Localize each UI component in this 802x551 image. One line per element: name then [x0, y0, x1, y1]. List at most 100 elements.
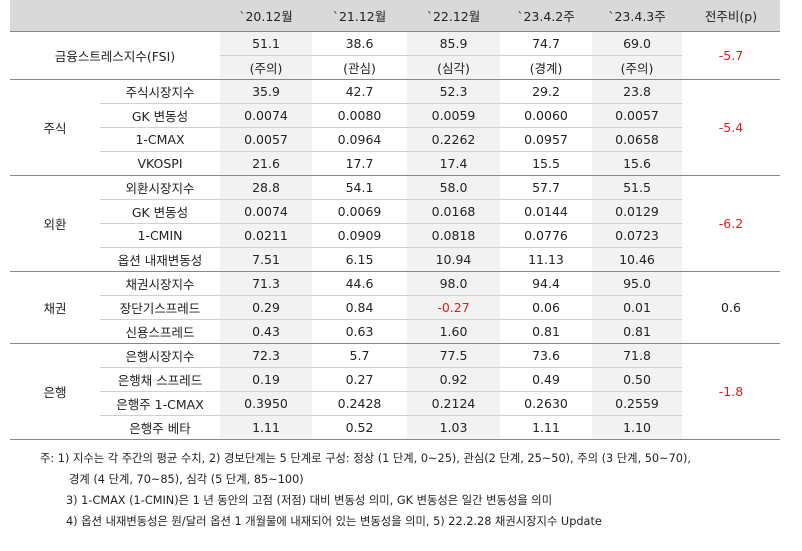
table-row: VKOSPI 21.6 17.7 17.4 15.5 15.6	[10, 151, 780, 176]
table-value: 5.7	[312, 343, 407, 368]
table-value: 0.81	[500, 319, 592, 344]
table-row: 외환 외환시장지수 28.8 54.1 58.0 57.7 51.5 -6.2	[10, 175, 780, 272]
group-name: 은행	[10, 343, 100, 440]
table-value: 77.5	[407, 343, 500, 368]
table-value: 0.84	[312, 295, 407, 320]
table-value: 11.13	[500, 247, 592, 272]
table-value: -0.27	[407, 295, 500, 320]
header-blank	[10, 0, 220, 32]
row-label: VKOSPI	[100, 151, 220, 176]
table-value: 0.0074	[220, 103, 312, 128]
table-value: 57.7	[500, 175, 592, 200]
note-line: 4) 옵션 내재변동성은 원/달러 옵션 1 개월물에 내재되어 있는 변동성을…	[66, 515, 602, 528]
row-label: 외환시장지수	[100, 175, 220, 200]
table-value: 0.29	[220, 295, 312, 320]
change-value: 0.6	[682, 271, 780, 344]
table-value: 98.0	[407, 271, 500, 296]
table-value: 0.0074	[220, 199, 312, 224]
column-header: `22.12월	[407, 0, 500, 32]
row-label: 옵션 내재변동성	[100, 247, 220, 272]
table-value: 51.5	[592, 175, 682, 200]
table-value: 23.8	[592, 79, 682, 104]
table-value: 0.92	[407, 367, 500, 392]
row-label: 1-CMAX	[100, 127, 220, 152]
table-value: 0.2630	[500, 391, 592, 416]
change-value: -6.2	[682, 175, 780, 272]
row-label: 은행주 1-CMAX	[100, 391, 220, 416]
table-row: (주의) (관심) (심각) (경계) (주의)	[10, 55, 780, 80]
table-value: 0.0957	[500, 127, 592, 152]
table-value: 35.9	[220, 79, 312, 104]
table-value: 0.0658	[592, 127, 682, 152]
table-value: 0.19	[220, 367, 312, 392]
group-name: 주식	[10, 79, 100, 176]
fsi-table: `20.12월 `21.12월 `22.12월 `23.4.2주 `23.4.3주 전주비…	[10, 0, 780, 440]
fsi-level: (주의)	[592, 55, 682, 80]
table-row: 은행채 스프레드 0.19 0.27 0.92 0.49 0.50	[10, 367, 780, 392]
table-value: 42.7	[312, 79, 407, 104]
table-row: 1-CMAX 0.0057 0.0964 0.2262 0.0957 0.0658	[10, 127, 780, 152]
table-value: 6.15	[312, 247, 407, 272]
fsi-level: (관심)	[312, 55, 407, 80]
table-value: 0.27	[312, 367, 407, 392]
table-value: 28.8	[220, 175, 312, 200]
table-row: 은행주 1-CMAX 0.3950 0.2428 0.2124 0.2630 0.2559	[10, 391, 780, 416]
column-header: `20.12월	[220, 0, 312, 32]
note-line: 경계 (4 단계, 70~85), 심각 (5 단계, 85~100)	[69, 473, 304, 486]
table-value: 44.6	[312, 271, 407, 296]
table-value: 15.5	[500, 151, 592, 176]
table-value: 0.3950	[220, 391, 312, 416]
table-value: 1.03	[407, 415, 500, 440]
table-value: 0.0776	[500, 223, 592, 248]
table-value: 71.8	[592, 343, 682, 368]
table-row: 옵션 내재변동성 7.51 6.15 10.94 11.13 10.46	[10, 247, 780, 272]
table-body: `20.12월 `21.12월 `22.12월 `23.4.2주 `23.4.3주 전주비…	[10, 0, 780, 440]
table-value: 0.2124	[407, 391, 500, 416]
table-value: 17.4	[407, 151, 500, 176]
table-row: 은행주 베타 1.11 0.52 1.03 1.11 1.10	[10, 415, 780, 440]
table-value: 0.0069	[312, 199, 407, 224]
fsi-value: 74.7	[500, 31, 592, 56]
table-value: 0.0080	[312, 103, 407, 128]
table-value: 0.50	[592, 367, 682, 392]
table-value: 0.01	[592, 295, 682, 320]
table-row: 1-CMIN 0.0211 0.0909 0.0818 0.0776 0.0723	[10, 223, 780, 248]
table-value: 7.51	[220, 247, 312, 272]
table-row: 은행 은행시장지수 72.3 5.7 77.5 73.6 71.8 -1.8	[10, 343, 780, 440]
fsi-level: (심각)	[407, 55, 500, 80]
table-value: 0.52	[312, 415, 407, 440]
change-value: -1.8	[682, 343, 780, 440]
table-value: 0.63	[312, 319, 407, 344]
table-value: 10.46	[592, 247, 682, 272]
table-value: 0.0818	[407, 223, 500, 248]
table-value: 52.3	[407, 79, 500, 104]
table-value: 0.0057	[592, 103, 682, 128]
group-name: 채권	[10, 271, 100, 344]
note-line: 주: 1) 지수는 각 주간의 평균 수치, 2) 경보단계는 5 단계로 구성…	[40, 452, 691, 465]
table-value: 0.2428	[312, 391, 407, 416]
table-value: 72.3	[220, 343, 312, 368]
table-value: 73.6	[500, 343, 592, 368]
fsi-value: 51.1	[220, 31, 312, 56]
change-value: -5.7	[682, 31, 780, 80]
table-row: 금융스트레스지수(FSI) 51.1 38.6 85.9 74.7 69.0 -5.7	[10, 31, 780, 80]
table-value: 0.0964	[312, 127, 407, 152]
table-value: 0.0059	[407, 103, 500, 128]
row-label: 채권시장지수	[100, 271, 220, 296]
table-value: 71.3	[220, 271, 312, 296]
row-label: 1-CMIN	[100, 223, 220, 248]
table-value: 10.94	[407, 247, 500, 272]
table-value: 0.2262	[407, 127, 500, 152]
table-value: 21.6	[220, 151, 312, 176]
table-value: 0.0060	[500, 103, 592, 128]
fsi-value: 85.9	[407, 31, 500, 56]
column-header: `23.4.3주	[592, 0, 682, 32]
table-value: 0.0168	[407, 199, 500, 224]
table-value: 0.0057	[220, 127, 312, 152]
table-value: 1.11	[500, 415, 592, 440]
row-label: GK 변동성	[100, 199, 220, 224]
table-value: 1.60	[407, 319, 500, 344]
row-label: 신용스프레드	[100, 319, 220, 344]
row-label: 은행채 스프레드	[100, 367, 220, 392]
